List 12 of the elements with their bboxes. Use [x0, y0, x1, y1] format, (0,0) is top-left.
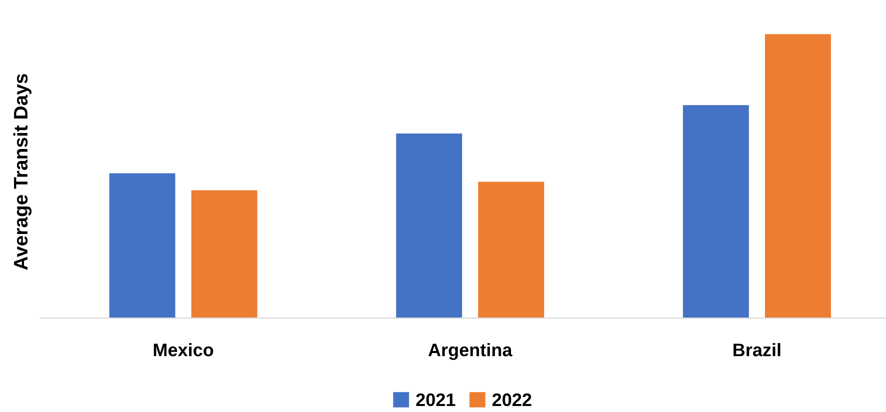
bar: [109, 173, 176, 318]
bar: [682, 105, 749, 318]
x-tick-label: Mexico: [154, 343, 214, 356]
legend-label: 2022: [492, 393, 532, 406]
x-tick-label: Argentina: [428, 343, 512, 360]
bar: [478, 182, 544, 318]
bar: [396, 133, 462, 318]
bar: [764, 34, 831, 318]
bar: [191, 190, 258, 318]
y-axis-title: Average Transit Days: [13, 74, 32, 270]
x-tick-label: Brazil: [734, 343, 780, 356]
legend-label: 2021: [416, 393, 456, 406]
